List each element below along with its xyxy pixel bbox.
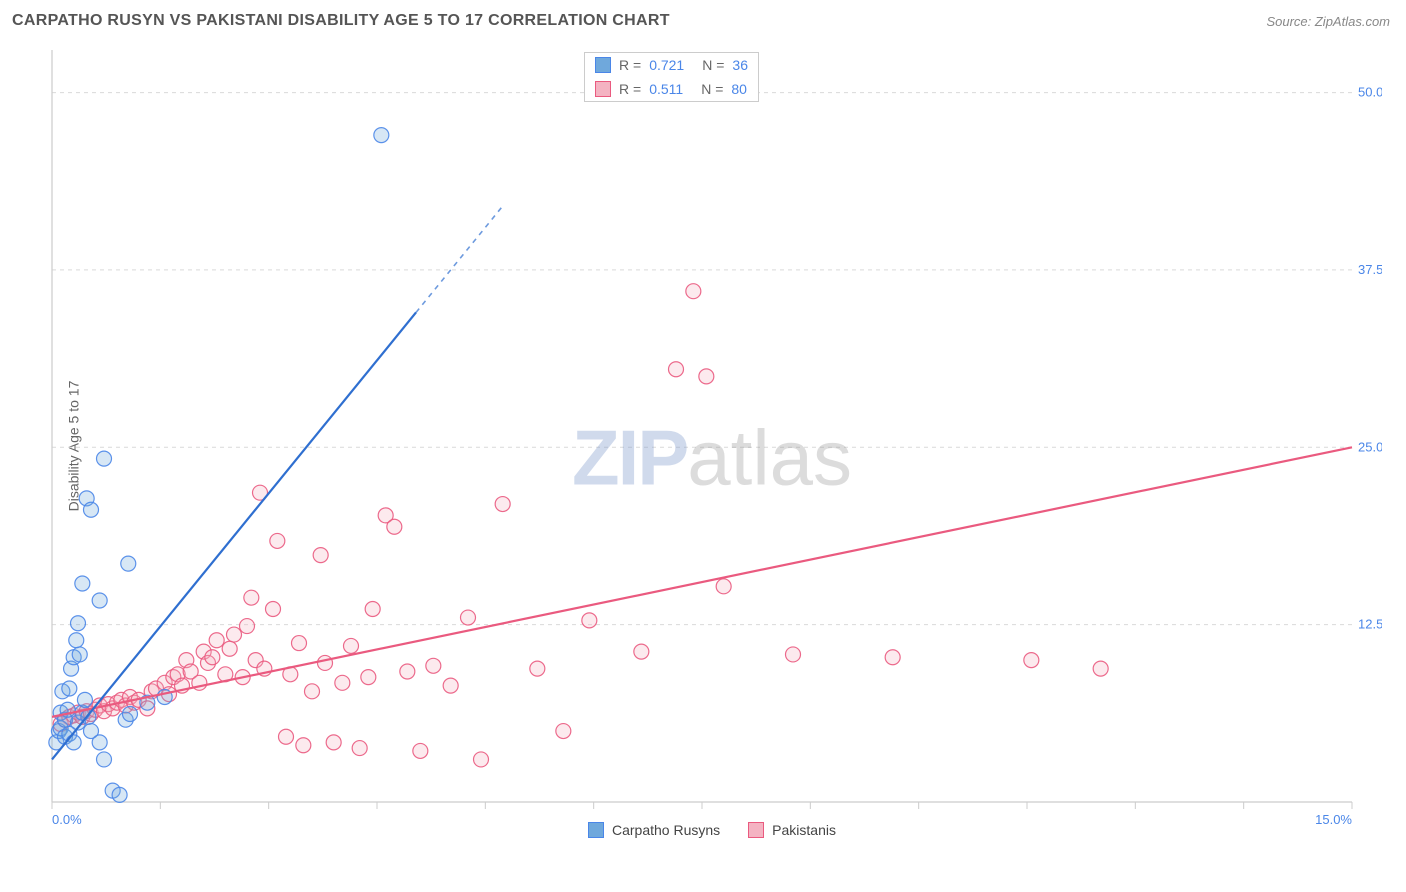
data-point-carpatho <box>66 735 81 750</box>
n-value-pakistani: 80 <box>731 81 747 97</box>
data-point-pakistani <box>413 743 428 758</box>
data-point-pakistani <box>634 644 649 659</box>
correlation-row-pakistani: R = 0.511 N = 80 <box>585 77 758 101</box>
data-point-pakistani <box>686 284 701 299</box>
data-point-pakistani <box>240 619 255 634</box>
data-point-pakistani <box>318 655 333 670</box>
data-point-carpatho <box>84 502 99 517</box>
legend-swatch-pakistani <box>748 822 764 838</box>
chart-svg: 12.5%25.0%37.5%50.0%0.0%15.0% <box>42 46 1382 838</box>
page-root: CARPATHO RUSYN VS PAKISTANI DISABILITY A… <box>0 0 1406 892</box>
data-point-carpatho <box>121 556 136 571</box>
data-point-carpatho <box>77 692 92 707</box>
data-point-carpatho <box>97 752 112 767</box>
data-point-pakistani <box>786 647 801 662</box>
y-tick-label: 50.0% <box>1358 85 1382 100</box>
data-point-pakistani <box>885 650 900 665</box>
data-point-pakistani <box>716 579 731 594</box>
data-point-carpatho <box>374 128 389 143</box>
data-point-carpatho <box>72 647 87 662</box>
legend-swatch-carpatho <box>588 822 604 838</box>
data-point-pakistani <box>305 684 320 699</box>
r-label: R = <box>619 81 641 97</box>
title-bar: CARPATHO RUSYN VS PAKISTANI DISABILITY A… <box>12 12 1394 40</box>
data-point-carpatho <box>71 616 86 631</box>
data-point-pakistani <box>205 650 220 665</box>
data-point-pakistani <box>209 633 224 648</box>
data-point-pakistani <box>361 670 376 685</box>
data-point-carpatho <box>92 735 107 750</box>
r-label: R = <box>619 57 641 73</box>
data-point-pakistani <box>1024 653 1039 668</box>
data-point-pakistani <box>335 675 350 690</box>
data-point-pakistani <box>326 735 341 750</box>
n-label: N = <box>701 81 723 97</box>
r-value-pakistani: 0.511 <box>649 81 683 97</box>
data-point-pakistani <box>530 661 545 676</box>
y-tick-label: 37.5% <box>1358 262 1382 277</box>
data-point-pakistani <box>400 664 415 679</box>
data-point-pakistani <box>292 636 307 651</box>
data-point-pakistani <box>244 590 259 605</box>
data-point-pakistani <box>443 678 458 693</box>
data-point-carpatho <box>97 451 112 466</box>
data-point-pakistani <box>266 602 281 617</box>
data-point-carpatho <box>69 633 84 648</box>
source-attribution: Source: ZipAtlas.com <box>1266 14 1390 29</box>
data-point-carpatho <box>75 576 90 591</box>
legend-label-carpatho: Carpatho Rusyns <box>612 822 720 838</box>
legend-label-pakistani: Pakistanis <box>772 822 836 838</box>
data-point-pakistani <box>279 729 294 744</box>
chart-title: CARPATHO RUSYN VS PAKISTANI DISABILITY A… <box>12 12 1394 30</box>
data-point-pakistani <box>669 362 684 377</box>
legend-item-pakistani: Pakistanis <box>748 822 836 838</box>
correlation-legend-box: R = 0.721 N = 36 R = 0.511 N = 80 <box>584 52 759 102</box>
swatch-pakistani <box>595 81 611 97</box>
n-label: N = <box>702 57 724 73</box>
r-value-carpatho: 0.721 <box>649 57 684 73</box>
correlation-row-carpatho: R = 0.721 N = 36 <box>585 53 758 77</box>
legend-item-carpatho: Carpatho Rusyns <box>588 822 720 838</box>
data-point-pakistani <box>352 741 367 756</box>
data-point-pakistani <box>296 738 311 753</box>
n-value-carpatho: 36 <box>732 57 748 73</box>
swatch-carpatho <box>595 57 611 73</box>
data-point-pakistani <box>699 369 714 384</box>
data-point-pakistani <box>474 752 489 767</box>
data-point-carpatho <box>112 787 127 802</box>
data-point-pakistani <box>270 533 285 548</box>
data-point-pakistani <box>495 497 510 512</box>
data-point-carpatho <box>92 593 107 608</box>
data-point-pakistani <box>313 548 328 563</box>
data-point-pakistani <box>365 602 380 617</box>
y-tick-label: 25.0% <box>1358 439 1382 454</box>
data-point-pakistani <box>461 610 476 625</box>
data-point-pakistani <box>222 641 237 656</box>
data-point-carpatho <box>62 681 77 696</box>
series-legend: Carpatho Rusyns Pakistanis <box>42 822 1382 838</box>
data-point-pakistani <box>1093 661 1108 676</box>
data-point-pakistani <box>387 519 402 534</box>
data-point-pakistani <box>582 613 597 628</box>
data-point-pakistani <box>344 638 359 653</box>
data-point-carpatho <box>123 707 138 722</box>
data-point-pakistani <box>556 724 571 739</box>
data-point-pakistani <box>426 658 441 673</box>
plot-area: ZIPatlas 12.5%25.0%37.5%50.0%0.0%15.0% R… <box>42 46 1382 838</box>
data-point-pakistani <box>227 627 242 642</box>
y-tick-label: 12.5% <box>1358 617 1382 632</box>
